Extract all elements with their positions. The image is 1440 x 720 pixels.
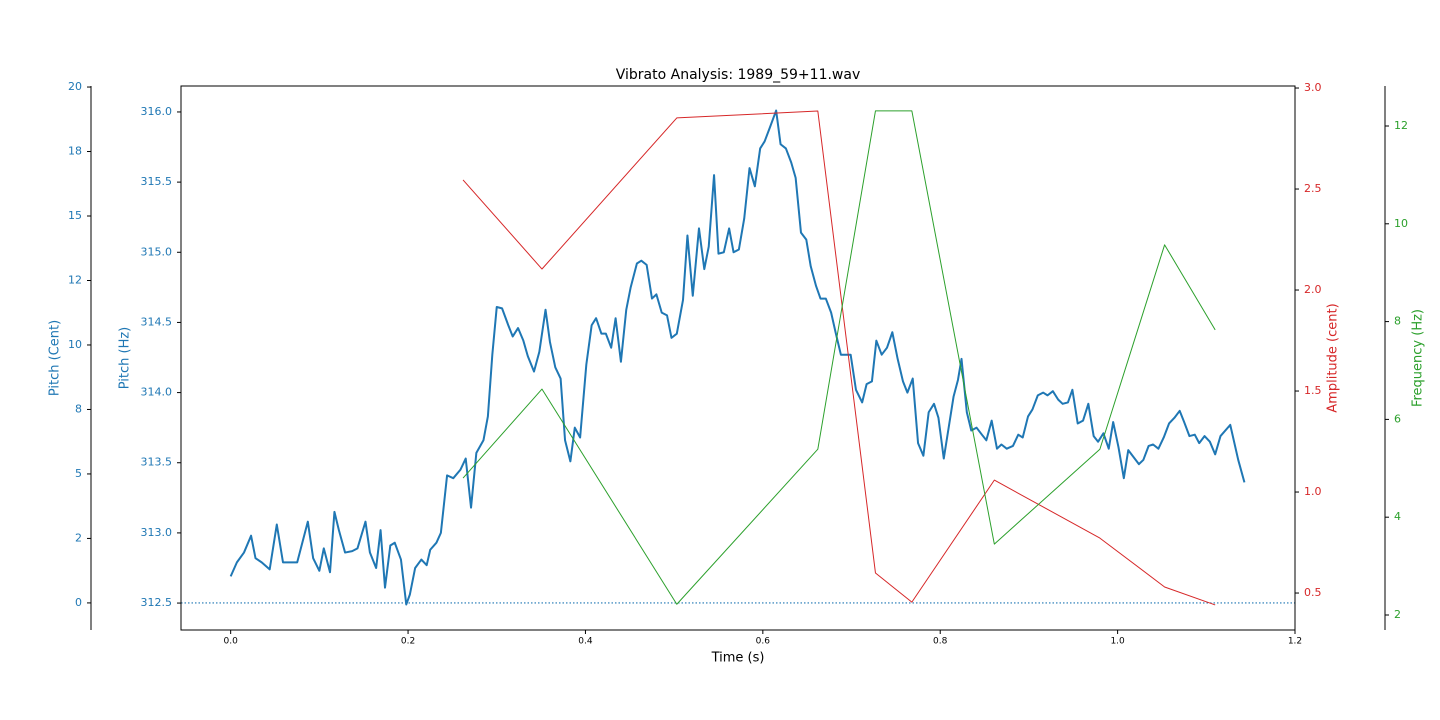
y-tick-label: 313.0	[141, 526, 173, 539]
x-tick-label: 0.2	[401, 637, 415, 647]
y-tick-label: 313.5	[141, 456, 173, 469]
y-tick-label: 2	[75, 531, 82, 544]
y-tick-label: 2.5	[1304, 182, 1322, 195]
x-tick-label: 0.0	[224, 637, 239, 647]
x-tick-label: 0.8	[933, 637, 948, 647]
y-tick-label: 0.5	[1304, 586, 1322, 599]
y-tick-label: 18	[68, 145, 82, 158]
y-tick-label: 312.5	[141, 596, 173, 609]
y-tick-label: 1.5	[1304, 384, 1322, 397]
data-line	[229, 109, 1246, 606]
y-axis-label: Amplitude (cent)	[1326, 303, 1341, 412]
y-tick-label: 4	[1394, 510, 1401, 523]
y-tick-label: 10	[1394, 217, 1408, 230]
y-axis-label: Frequency (Hz)	[1411, 309, 1426, 407]
y-tick-label: 8	[75, 402, 82, 415]
y-tick-label: 315.5	[141, 175, 173, 188]
y-tick-label: 2	[1394, 608, 1401, 621]
data-line	[462, 110, 1216, 606]
y-tick-label: 12	[1394, 119, 1408, 132]
y-axis-label: Pitch (Cent)	[48, 320, 63, 396]
x-axis-label: Time (s)	[711, 651, 765, 666]
y-tick-label: 12	[68, 273, 82, 286]
x-tick-label: 0.6	[756, 637, 771, 647]
y-axis-label: Pitch (Hz)	[118, 327, 133, 390]
y-tick-label: 8	[1394, 315, 1401, 328]
y-tick-label: 315.0	[141, 245, 173, 258]
y-tick-label: 20	[68, 80, 82, 93]
x-tick-label: 0.4	[578, 637, 593, 647]
chart-title: Vibrato Analysis: 1989_59+11.wav	[616, 67, 861, 83]
y-tick-label: 316.0	[141, 105, 173, 118]
y-tick-label: 0	[75, 596, 82, 609]
plot-frame	[180, 85, 1296, 631]
x-tick-label: 1.0	[1110, 637, 1125, 647]
x-tick-label: 1.2	[1288, 637, 1302, 647]
data-line	[462, 110, 1216, 605]
y-tick-label: 314.0	[141, 386, 173, 399]
y-tick-label: 3.0	[1304, 81, 1322, 94]
y-tick-label: 314.5	[141, 315, 173, 328]
y-tick-label: 5	[75, 467, 82, 480]
y-tick-label: 1.0	[1304, 485, 1322, 498]
y-tick-label: 2.0	[1304, 283, 1322, 296]
y-tick-label: 6	[1394, 412, 1401, 425]
y-tick-label: 15	[68, 209, 82, 222]
y-tick-label: 10	[68, 338, 82, 351]
